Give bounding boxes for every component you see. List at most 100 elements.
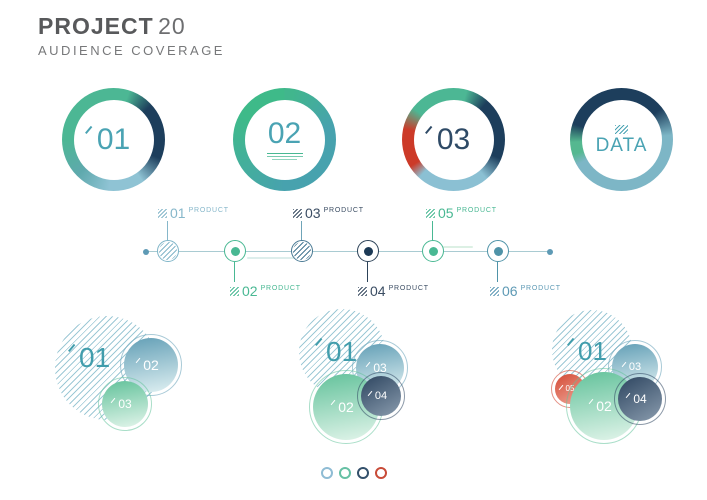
label-number: 05 bbox=[438, 205, 454, 221]
donut-chart-03: 03 bbox=[402, 88, 505, 191]
cluster-number: 01 bbox=[578, 336, 607, 366]
timeline-node-4 bbox=[357, 240, 379, 262]
page-title: PROJECT 20 bbox=[38, 13, 225, 40]
cluster1-bubble-03: 03 bbox=[98, 377, 152, 431]
pagination bbox=[321, 467, 387, 479]
cluster3-bubble-04: 04 bbox=[614, 373, 666, 425]
donut-label-03: 03 bbox=[424, 122, 471, 156]
pagination-dot-3[interactable] bbox=[357, 467, 369, 479]
donut-number: 03 bbox=[436, 122, 471, 156]
timeline-node-3 bbox=[291, 240, 313, 262]
bubble-number: 02 bbox=[143, 357, 159, 373]
tick-mark bbox=[366, 361, 371, 368]
label-text: PRODUCT bbox=[188, 207, 229, 214]
donut-label-01: 01 bbox=[84, 122, 131, 156]
donut-number: 01 bbox=[96, 122, 131, 156]
tick-mark bbox=[367, 390, 373, 396]
timeline-label-3: 03 PRODUCT bbox=[293, 206, 364, 220]
hatch-icon bbox=[230, 287, 239, 296]
donut-chart-02: 02 bbox=[233, 88, 336, 191]
label-number: 04 bbox=[370, 283, 386, 299]
donut-number: 02 bbox=[267, 117, 302, 150]
timeline-label-2: 02 PRODUCT bbox=[230, 284, 301, 298]
node-dot bbox=[363, 246, 373, 256]
timeline-node-2 bbox=[224, 240, 246, 262]
donut-chart-data: DATA bbox=[570, 88, 673, 191]
cluster2-bubble-04: 04 bbox=[357, 372, 405, 420]
pagination-dot-2[interactable] bbox=[339, 467, 351, 479]
tick-mark bbox=[626, 392, 631, 399]
tick-mark bbox=[135, 357, 141, 364]
connector-line-6 bbox=[497, 262, 498, 282]
bubble-number: 02 bbox=[596, 398, 612, 414]
timeline-node-6 bbox=[487, 240, 509, 262]
node-dot bbox=[493, 246, 503, 256]
page-subtitle: AUDIENCE COVERAGE bbox=[38, 43, 225, 58]
cluster-number: 01 bbox=[79, 342, 111, 373]
donut-hole: 01 bbox=[73, 99, 154, 180]
bubble-label: 03 bbox=[621, 361, 641, 373]
decorative-line bbox=[247, 257, 297, 259]
timeline-label-4: 04 PRODUCT bbox=[358, 284, 429, 298]
label-text: PRODUCT bbox=[388, 285, 429, 292]
hatch-icon bbox=[358, 287, 367, 296]
bubble-label: 02 bbox=[135, 357, 159, 373]
decorative-line bbox=[443, 246, 473, 248]
timeline-end-dot bbox=[547, 249, 553, 255]
label-text: PRODUCT bbox=[323, 207, 364, 214]
label-text: PRODUCT bbox=[520, 285, 561, 292]
page-title-bold: PROJECT bbox=[38, 13, 154, 39]
label-text: PRODUCT bbox=[260, 285, 301, 292]
connector-line-2 bbox=[234, 262, 235, 282]
timeline-label-6: 06 PRODUCT bbox=[490, 284, 561, 298]
donut-hole: DATA bbox=[581, 99, 662, 180]
label-number: 01 bbox=[170, 205, 186, 221]
hatch-icon bbox=[293, 209, 302, 218]
timeline-node-5 bbox=[422, 240, 444, 262]
donut-hole: 02 bbox=[244, 99, 325, 180]
node-dot bbox=[428, 246, 438, 256]
bubble-number: 02 bbox=[338, 399, 354, 415]
hatch-icon bbox=[490, 287, 499, 296]
cluster1-main-label: 01 bbox=[68, 342, 111, 373]
connector-line-3 bbox=[301, 221, 302, 241]
pagination-dot-1[interactable] bbox=[321, 467, 333, 479]
bubble-label: 02 bbox=[330, 399, 354, 415]
tick-mark bbox=[588, 398, 594, 405]
header: PROJECT 20 AUDIENCE COVERAGE bbox=[38, 13, 225, 58]
bubble-label: 03 bbox=[111, 397, 132, 411]
bubble-label: 02 bbox=[588, 398, 612, 414]
donut-number: DATA bbox=[595, 134, 648, 156]
bubble-number: 04 bbox=[633, 392, 647, 406]
cluster3-main-label: 01 bbox=[567, 336, 607, 366]
tick-mark bbox=[84, 125, 92, 134]
node-dot bbox=[230, 246, 240, 256]
tick-mark bbox=[330, 399, 336, 406]
donut-hole: 03 bbox=[413, 99, 494, 180]
timeline-start-dot bbox=[143, 249, 149, 255]
hatch-icon bbox=[158, 209, 167, 218]
pagination-dot-4[interactable] bbox=[375, 467, 387, 479]
timeline-axis bbox=[146, 251, 550, 252]
cluster2-main-label: 01 bbox=[315, 338, 357, 366]
tick-mark bbox=[621, 361, 627, 367]
timeline-label-1: 01 PRODUCT bbox=[158, 206, 229, 220]
hatch-icon bbox=[615, 124, 628, 134]
tick-mark bbox=[111, 397, 116, 404]
hatch-icon bbox=[426, 209, 435, 218]
timeline-label-5: 05 PRODUCT bbox=[426, 206, 497, 220]
tick-mark bbox=[424, 125, 432, 134]
label-number: 02 bbox=[242, 283, 258, 299]
label-number: 06 bbox=[502, 283, 518, 299]
label-text: PRODUCT bbox=[456, 207, 497, 214]
tick-mark bbox=[558, 384, 563, 391]
bubble-label: 04 bbox=[626, 392, 647, 406]
label-number: 03 bbox=[305, 205, 321, 221]
bubble-label: 04 bbox=[367, 389, 388, 402]
timeline-node-1 bbox=[157, 240, 179, 262]
donut-label-data: DATA bbox=[596, 136, 648, 155]
connector-line-4 bbox=[367, 262, 368, 282]
bubble-number: 03 bbox=[118, 397, 132, 411]
bubble-number: 04 bbox=[374, 389, 388, 402]
